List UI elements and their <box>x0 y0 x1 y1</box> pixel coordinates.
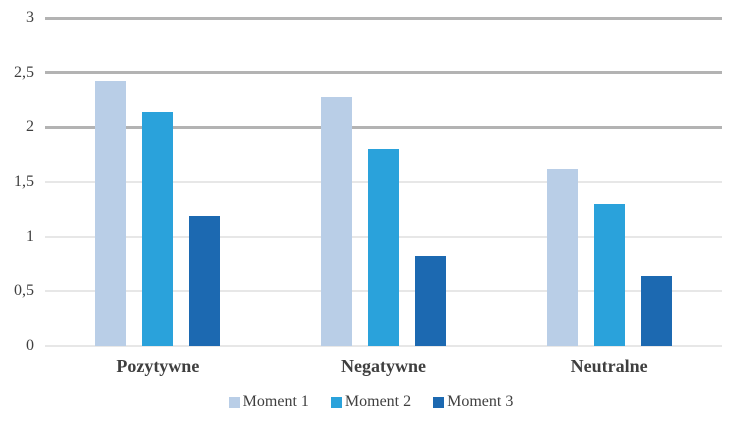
bar-negatywne-moment-2 <box>368 149 399 346</box>
bar-pozytywne-moment-1 <box>95 81 127 346</box>
bar-neutralne-moment-3 <box>640 276 672 346</box>
legend-item-moment-2: Moment 2 <box>330 393 412 410</box>
x-axis-label-neutralne: Neutralne <box>570 356 648 376</box>
y-axis-tick-label: 1,5 <box>14 173 34 190</box>
y-axis-tick-label: 0 <box>26 337 34 354</box>
legend-item-moment-1: Moment 1 <box>228 393 309 410</box>
bar-pozytywne-moment-3 <box>189 215 221 346</box>
legend-label: Moment 1 <box>242 393 309 410</box>
legend-swatch-icon <box>228 396 240 408</box>
gridline-y-3 <box>45 16 722 20</box>
y-axis-tick-label: 1 <box>26 227 34 245</box>
gridline-y-0 <box>45 345 722 347</box>
bar-negatywne-moment-1 <box>321 96 352 346</box>
bar-pozytywne-moment-2 <box>142 112 174 346</box>
y-axis-tick-label: 0,5 <box>14 282 34 300</box>
legend-label: Moment 3 <box>447 393 514 410</box>
legend: Moment 1 Moment 2 Moment 3 <box>0 394 742 410</box>
legend-item-moment-3: Moment 3 <box>433 394 513 410</box>
y-axis-tick-label: 3 <box>26 9 34 26</box>
bar-neutralne-moment-1 <box>546 168 578 346</box>
legend-swatch-icon <box>330 396 342 408</box>
x-axis-label-pozytywne: Pozytywne <box>116 356 200 376</box>
legend-label: Moment 2 <box>344 393 412 410</box>
gridline-y-2 <box>45 125 722 129</box>
legend-swatch-icon <box>433 396 445 408</box>
bar-neutralne-moment-2 <box>593 203 625 346</box>
y-axis-tick-label: 2,5 <box>14 63 34 81</box>
bar-negatywne-moment-3 <box>415 256 446 346</box>
gridline-y-2_5 <box>45 71 722 75</box>
x-axis-label-negatywne: Negatywne <box>340 356 426 376</box>
y-axis-tick-label: 2 <box>26 118 34 136</box>
